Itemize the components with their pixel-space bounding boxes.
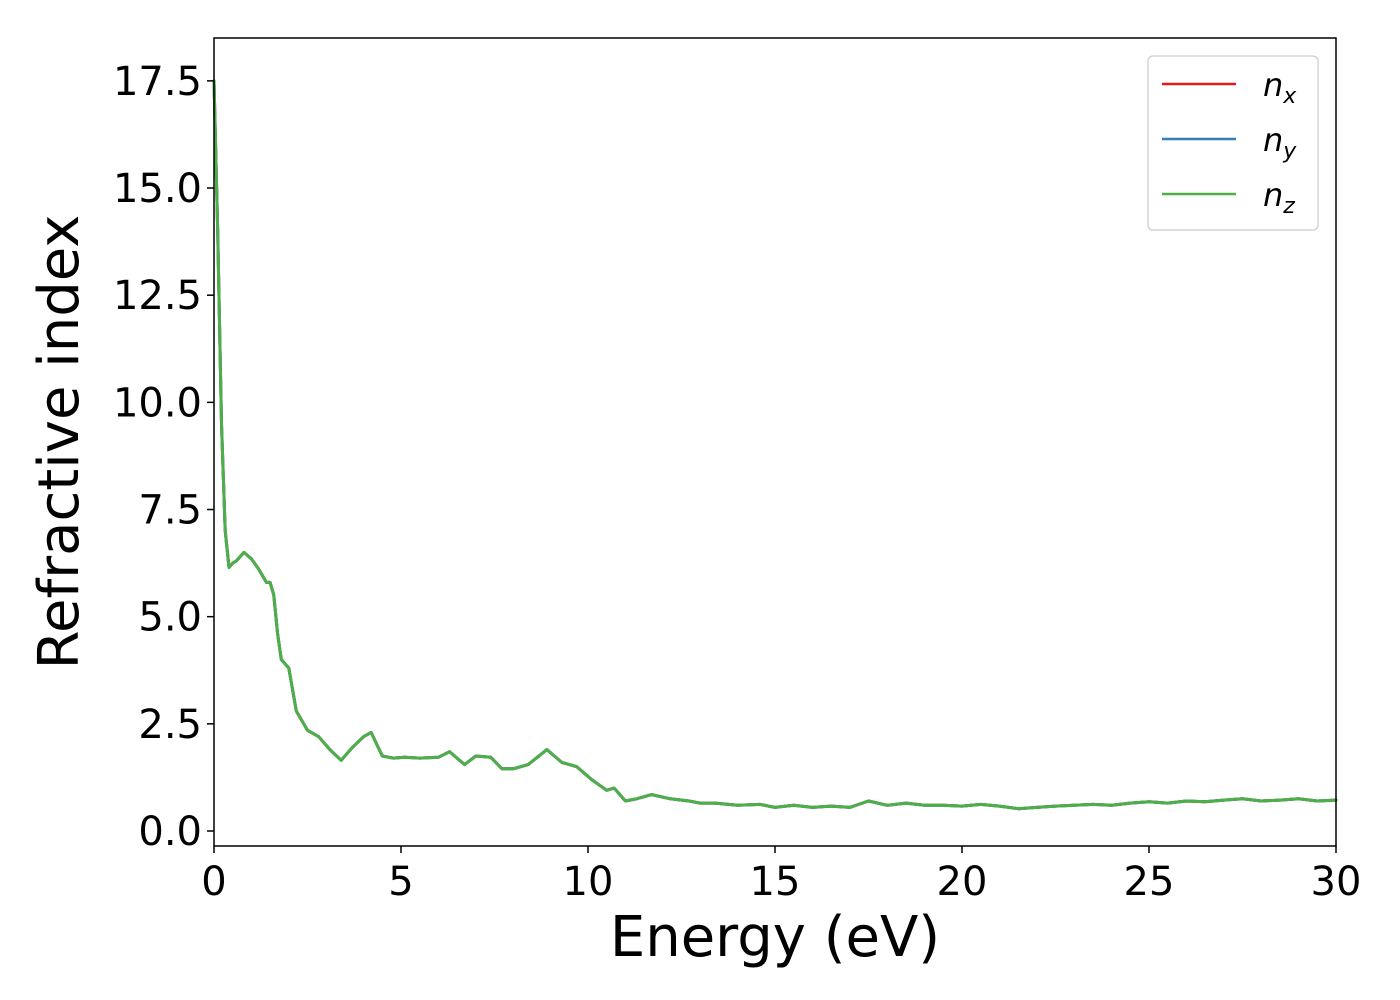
x-tick-label: 15 (750, 859, 801, 905)
x-tick-label: 30 (1311, 859, 1362, 905)
y-tick-label: 15.0 (113, 166, 202, 212)
y-tick-label: 5.0 (138, 595, 202, 641)
y-tick-label: 17.5 (113, 59, 202, 105)
x-axis: 0 5 10 15 20 25 30 (201, 846, 1361, 905)
y-tick-label: 7.5 (138, 488, 202, 534)
x-tick-label: 25 (1124, 859, 1175, 905)
y-tick-label: 10.0 (113, 380, 202, 426)
y-axis-title: Refractive index (27, 215, 92, 670)
y-axis: 0.0 2.5 5.0 7.5 10.0 12.5 15.0 17.5 (113, 59, 214, 855)
x-tick-label: 10 (563, 859, 614, 905)
y-tick-label: 2.5 (138, 702, 202, 748)
legend-box (1147, 55, 1319, 231)
x-tick-label: 20 (937, 859, 988, 905)
x-tick-label: 0 (201, 859, 226, 905)
x-tick-label: 5 (388, 859, 413, 905)
series-line-nz (212, 79, 1338, 811)
x-axis-title: Energy (eV) (610, 905, 940, 970)
legend-label-nx: nx (1263, 66, 1297, 109)
legend-label-ny: ny (1263, 121, 1297, 164)
legend-label-nz: nz (1263, 176, 1295, 219)
y-tick-label: 12.5 (113, 273, 202, 319)
y-tick-label: 0.0 (138, 809, 202, 855)
series-layer (212, 79, 1338, 811)
legend: nx ny nz (1147, 55, 1319, 231)
